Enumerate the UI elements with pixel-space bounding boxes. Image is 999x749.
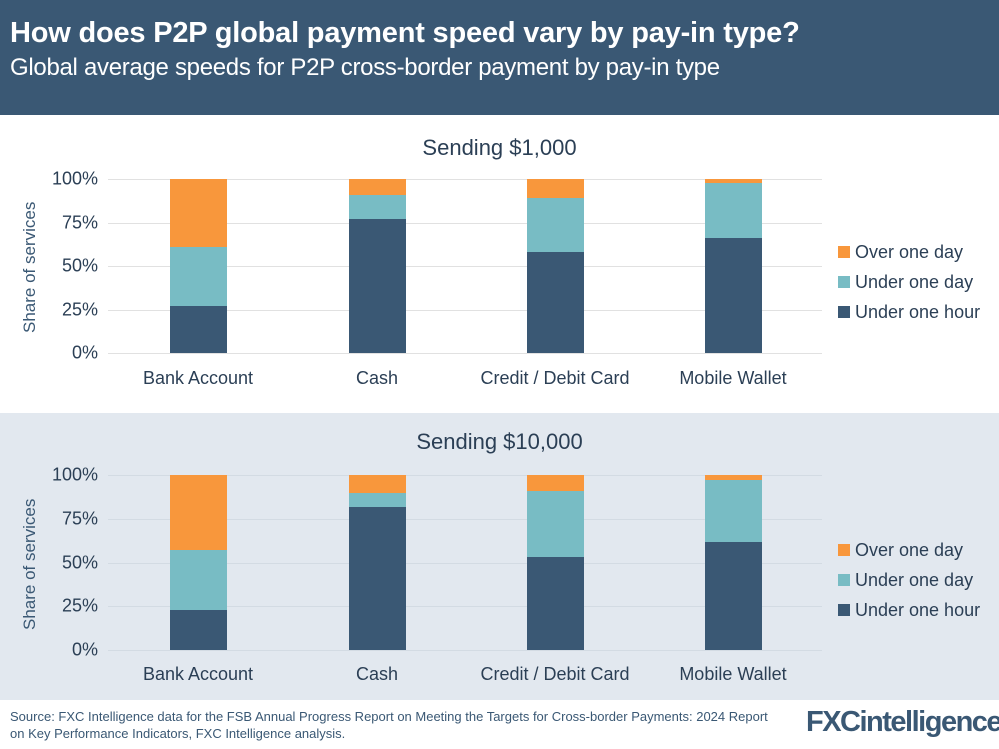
y-tick-label: 75% <box>61 508 98 529</box>
bar-segment-over <box>526 179 584 199</box>
stacked-bar <box>169 475 227 650</box>
gridline <box>108 353 822 354</box>
bar-segment-over <box>704 179 762 183</box>
bar-segment-hour <box>704 541 762 650</box>
gridline <box>108 309 822 311</box>
stacked-bar <box>704 475 762 650</box>
stacked-bar <box>704 179 762 353</box>
stacked-bar <box>348 475 406 650</box>
y-tick-label: 100% <box>51 464 98 485</box>
panel-sending-10000: Sending $10,000 Share of services 0% 25% 5… <box>0 413 999 700</box>
stacked-bar <box>526 179 584 353</box>
bar-segment-over <box>348 475 406 493</box>
y-tick-label: 25% <box>61 595 98 616</box>
bar-segment-hour <box>526 557 584 650</box>
y-tick-label: 25% <box>61 299 98 319</box>
plot-area: 0% 25% 50% 75% 100% <box>52 465 822 660</box>
gridline <box>108 650 822 651</box>
legend-item: Under one day <box>838 267 980 297</box>
x-tick-label: Bank Account <box>142 368 254 388</box>
y-tick-label: 0% <box>71 342 98 363</box>
bar-segment-over <box>526 475 584 491</box>
bar-segment-hour <box>348 506 406 650</box>
gridline <box>108 518 822 520</box>
panel-title: Sending $1,000 <box>422 135 577 160</box>
bar-segment-hour <box>704 238 762 353</box>
gridline <box>108 475 822 476</box>
legend: Over one day Under one day Under one hour <box>838 237 980 327</box>
bar-segment-hour <box>526 252 584 353</box>
legend-label: Under one hour <box>855 599 981 620</box>
gridline <box>108 266 822 267</box>
legend-label: Under one hour <box>855 301 981 322</box>
legend-swatch-icon <box>838 246 850 258</box>
bar-segment-day <box>348 492 406 507</box>
bar-segment-day <box>704 182 762 239</box>
bar-segment-over <box>704 475 762 481</box>
y-tick-label: 50% <box>61 255 98 276</box>
legend-item: Over one day <box>838 237 980 267</box>
logo-rest: intelligence <box>859 706 999 738</box>
legend-swatch-icon <box>838 306 850 318</box>
gridline <box>108 179 822 180</box>
bar-segment-day <box>704 480 762 542</box>
gridline <box>108 222 822 224</box>
panel-sending-1000: Sending $1,000 Share of services 0% 25% 50… <box>0 115 999 413</box>
legend-item: Under one day <box>838 565 980 595</box>
bar-segment-over <box>348 179 406 195</box>
y-tick-label: 75% <box>61 212 98 232</box>
legend-swatch-icon <box>838 604 850 616</box>
chart-title: How does P2P global payment speed vary b… <box>10 17 800 49</box>
bar-segment-over <box>169 475 227 551</box>
legend-swatch-icon <box>838 276 850 288</box>
x-tick-label: Credit / Debit Card <box>480 368 630 388</box>
legend-label: Over one day <box>855 241 964 262</box>
x-tick-label: Cash <box>355 368 399 388</box>
footer: Source: FXC Intelligence data for the FS… <box>0 700 999 749</box>
x-tick-label: Bank Account <box>142 664 254 684</box>
x-tick-label: Cash <box>355 664 399 684</box>
legend-label: Under one day <box>855 569 974 590</box>
stacked-bar <box>526 475 584 650</box>
chart-header: How does P2P global payment speed vary b… <box>0 0 999 115</box>
y-tick-label: 100% <box>51 168 98 189</box>
x-tick-label: Mobile Wallet <box>679 368 787 388</box>
bar-segment-hour <box>348 219 406 353</box>
x-tick-label: Mobile Wallet <box>679 664 787 684</box>
bar-segment-over <box>169 179 227 247</box>
bar-segment-day <box>348 194 406 220</box>
legend-item: Over one day <box>838 535 980 565</box>
fxc-intelligence-logo: FXCintelligence® <box>806 706 999 739</box>
legend-swatch-icon <box>838 574 850 586</box>
chart-subtitle: Global average speeds for P2P cross-bord… <box>10 54 720 81</box>
bar-segment-day <box>526 198 584 253</box>
bar-segment-day <box>526 490 584 558</box>
y-tick-label: 50% <box>61 552 98 572</box>
source-note: Source: FXC Intelligence data for the FS… <box>10 709 768 741</box>
y-tick-label: 0% <box>71 639 98 660</box>
bar-segment-day <box>169 246 227 307</box>
legend-label: Over one day <box>855 539 964 560</box>
x-tick-label: Credit / Debit Card <box>480 664 630 684</box>
legend-swatch-icon <box>838 544 850 556</box>
bar-segment-day <box>169 550 227 610</box>
gridline <box>108 562 822 564</box>
legend-item: Under one hour <box>838 595 980 625</box>
stacked-bar <box>348 179 406 353</box>
gridline <box>108 606 822 608</box>
legend: Over one day Under one day Under one hour <box>838 535 980 625</box>
stacked-bar <box>169 179 227 353</box>
bar-segment-hour <box>169 609 227 650</box>
logo-bold: FXC <box>806 706 861 738</box>
plot-area: 0% 25% 50% 75% 100% <box>52 169 822 363</box>
panel-title: Sending $10,000 <box>416 429 583 454</box>
legend-label: Under one day <box>855 271 974 292</box>
bar-segment-hour <box>169 306 227 353</box>
legend-item: Under one hour <box>838 297 980 327</box>
